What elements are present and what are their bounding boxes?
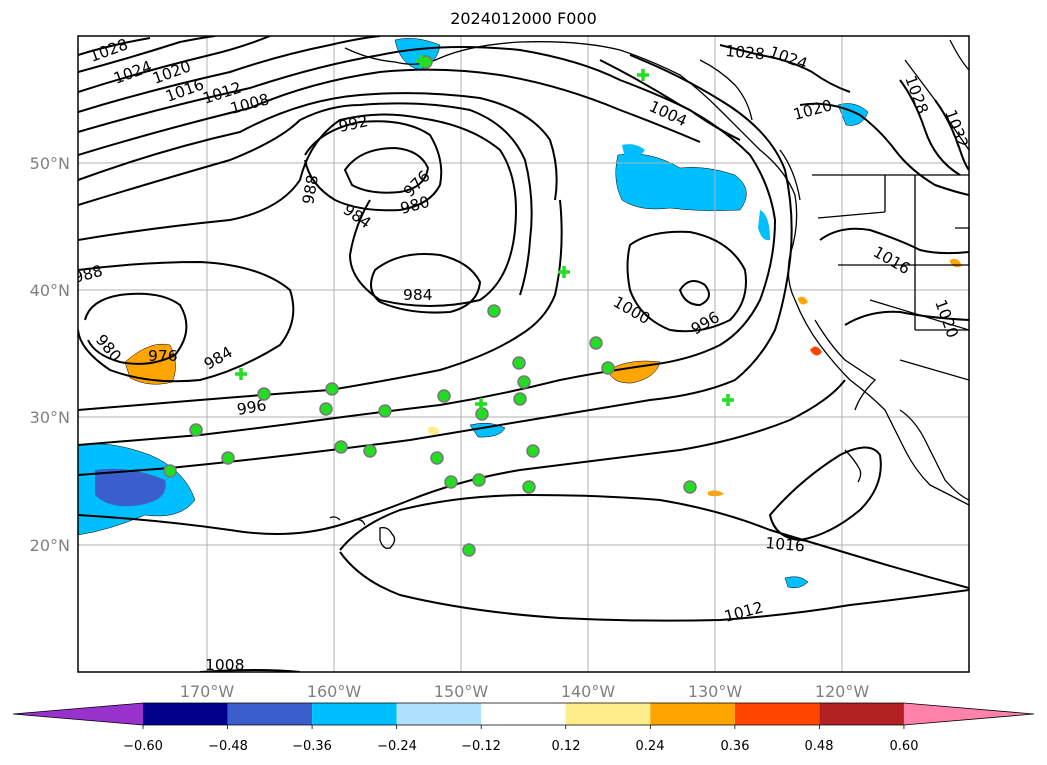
colorbar-segment (227, 703, 313, 725)
colorbar-segment (650, 703, 735, 725)
svg-text:992: 992 (337, 112, 370, 136)
svg-text:996: 996 (236, 396, 268, 419)
colorbar-segment (143, 703, 228, 725)
map-border (77, 35, 970, 673)
colorbar-tick-label: 0.60 (890, 739, 919, 754)
colorbar-segment (396, 703, 482, 725)
colorbar-segments (12, 702, 1035, 726)
latitude-labels: 50°N 40°N 30°N 20°N (30, 154, 70, 555)
longitude-labels: 170°W 160°W 150°W 140°W 130°W 120°W (180, 682, 870, 701)
colorbar-segment (312, 703, 397, 725)
colorbar: −0.60 −0.48 −0.36 −0.24 −0.12 0.12 0.24 … (12, 702, 1035, 754)
lat-label: 30°N (30, 408, 70, 427)
lon-label: 130°W (688, 682, 743, 701)
svg-text:1028: 1028 (725, 42, 766, 63)
colorbar-tick-label: −0.12 (461, 739, 501, 754)
map-title: 2024012000 F000 (450, 9, 597, 28)
svg-text:1016: 1016 (765, 534, 806, 555)
station-markers (163, 55, 734, 557)
isobars (78, 36, 969, 672)
lat-label: 40°N (30, 281, 70, 300)
lon-label: 170°W (180, 682, 235, 701)
colorbar-segment (734, 703, 820, 725)
colorbar-segment (13, 703, 143, 725)
lon-label: 140°W (561, 682, 616, 701)
svg-text:984: 984 (403, 286, 433, 304)
colorbar-tick-label: 0.24 (636, 739, 665, 754)
lon-label: 150°W (434, 682, 489, 701)
svg-text:976: 976 (148, 347, 178, 365)
colorbar-tick-label: 0.48 (805, 739, 834, 754)
colorbar-tick-label: −0.60 (123, 739, 163, 754)
colorbar-segment (565, 703, 651, 725)
lon-label: 160°W (307, 682, 362, 701)
svg-text:1008: 1008 (205, 656, 244, 674)
svg-text:988: 988 (299, 173, 322, 205)
colorbar-segment (819, 703, 904, 725)
colorbar-ticks (142, 725, 905, 729)
lat-label: 50°N (30, 154, 70, 173)
colorbar-tick-label: −0.36 (292, 739, 332, 754)
colorbar-tick-label: −0.24 (377, 739, 417, 754)
colorbar-tick-label: 0.36 (721, 739, 750, 754)
colorbar-tick-label: 0.12 (552, 739, 581, 754)
map-area (78, 36, 969, 672)
gridlines (78, 36, 969, 672)
colorbar-labels: −0.60 −0.48 −0.36 −0.24 −0.12 0.12 0.24 … (123, 739, 918, 754)
lon-label: 120°W (815, 682, 870, 701)
colorbar-tick-label: −0.48 (208, 739, 248, 754)
colorbar-segment (481, 703, 566, 725)
lat-label: 20°N (30, 536, 70, 555)
colorbar-segment (903, 703, 1034, 725)
